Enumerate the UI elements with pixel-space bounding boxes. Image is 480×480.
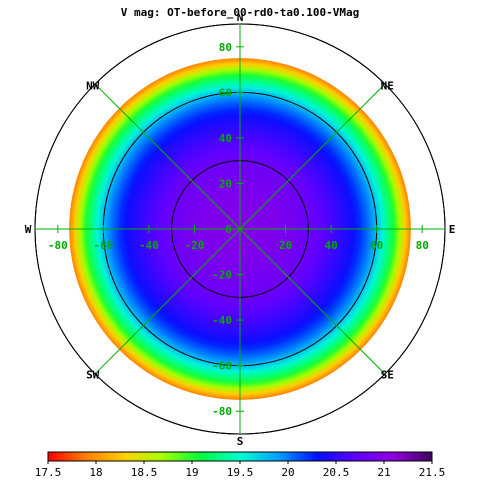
y-tick-label: 20 bbox=[219, 177, 232, 190]
y-tick-label: -60 bbox=[212, 360, 232, 373]
y-tick-label: -80 bbox=[212, 405, 232, 418]
colorbar-tick-label: 19 bbox=[185, 466, 198, 479]
colorbar: 17.5 18 18.5 19 19.5 20 20.5 21 21.5 bbox=[35, 451, 446, 479]
colorbar-tick-label: 21.5 bbox=[419, 466, 446, 479]
x-tick-label: 20 bbox=[279, 239, 292, 252]
chart-title: V mag: OT-before_00-rd0-ta0.100-VMag bbox=[121, 6, 359, 19]
y-tick-label: 80 bbox=[219, 41, 232, 54]
x-tick-label: 40 bbox=[324, 239, 337, 252]
direction-label-e: E bbox=[449, 223, 456, 236]
y-tick-label: 0 bbox=[225, 223, 232, 236]
direction-label-sw: SW bbox=[86, 368, 100, 381]
colorbar-tick-label: 17.5 bbox=[35, 466, 62, 479]
spoke-se bbox=[239, 228, 386, 375]
direction-label-ne: NE bbox=[381, 80, 394, 93]
x-tick-label: 80 bbox=[416, 239, 429, 252]
direction-label-n: N bbox=[237, 11, 244, 24]
y-tick-label: 40 bbox=[219, 132, 232, 145]
colorbar-tick-label: 20.5 bbox=[323, 466, 350, 479]
colorbar-tick-label: 18 bbox=[89, 466, 102, 479]
colorbar-tick-label: 21 bbox=[377, 466, 390, 479]
x-tick-label: 60 bbox=[370, 239, 383, 252]
x-tick-label: -80 bbox=[48, 239, 68, 252]
x-tick-label: -60 bbox=[93, 239, 113, 252]
colorbar-tick-label: 20 bbox=[281, 466, 294, 479]
spoke-sw bbox=[94, 228, 241, 375]
spoke-ne bbox=[239, 83, 386, 230]
x-tick-label: -20 bbox=[185, 239, 205, 252]
direction-label-w: W bbox=[25, 223, 32, 236]
polar-plot: -80 -60 -40 -20 20 40 60 80 80 60 40 20 0 -20 -40 -60 -8… bbox=[25, 11, 456, 448]
direction-label-nw: NW bbox=[86, 80, 100, 93]
colorbar-gradient bbox=[47, 451, 433, 462]
colorbar-tick-label: 19.5 bbox=[227, 466, 254, 479]
direction-label-se: SE bbox=[381, 368, 394, 381]
colorbar-tick-label: 18.5 bbox=[131, 466, 158, 479]
y-tick-label: 60 bbox=[219, 86, 232, 99]
x-tick-label: -40 bbox=[139, 239, 159, 252]
direction-label-s: S bbox=[237, 435, 244, 448]
spoke-nw bbox=[94, 83, 241, 230]
y-tick-label: -40 bbox=[212, 314, 232, 327]
y-tick-label: -20 bbox=[212, 269, 232, 282]
